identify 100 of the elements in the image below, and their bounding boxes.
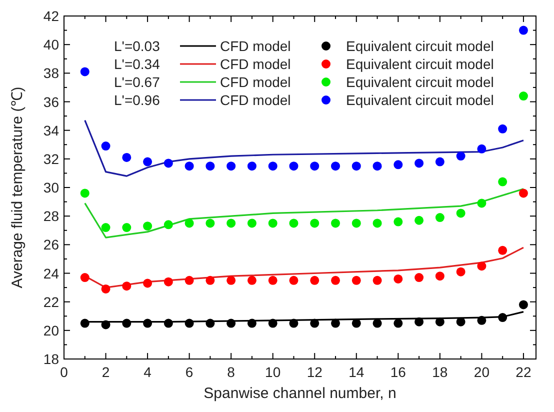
x-tick-label: 2 xyxy=(102,364,110,380)
point xyxy=(414,158,424,168)
point xyxy=(331,318,340,328)
point xyxy=(80,318,90,328)
point xyxy=(226,162,236,171)
point xyxy=(268,276,278,285)
point xyxy=(122,152,132,162)
point xyxy=(80,67,90,76)
point xyxy=(143,157,152,166)
x-axis-title: Spanwise channel number, n xyxy=(204,385,396,402)
y-tick-label: 18 xyxy=(43,351,60,367)
point xyxy=(268,162,278,171)
y-tick-label: 26 xyxy=(43,236,60,253)
x-tick-label: 22 xyxy=(516,364,532,380)
point xyxy=(498,177,508,186)
point xyxy=(518,26,528,35)
point xyxy=(184,276,194,285)
y-tick-label: 30 xyxy=(43,180,60,196)
point xyxy=(331,276,340,285)
legend-label: CFD model xyxy=(220,56,291,72)
point xyxy=(289,318,298,328)
point xyxy=(372,276,382,285)
point xyxy=(414,317,424,326)
point xyxy=(289,276,298,285)
point xyxy=(310,162,320,171)
point xyxy=(80,273,90,282)
legend-label: Equivalent circuit model xyxy=(346,92,494,108)
annotation: L'=0.03 xyxy=(114,38,160,54)
point xyxy=(247,276,256,285)
point xyxy=(435,317,444,326)
x-tick-label: 0 xyxy=(60,364,68,380)
point xyxy=(247,162,256,171)
point xyxy=(477,262,486,271)
point xyxy=(372,218,382,228)
point xyxy=(101,142,110,151)
point xyxy=(372,162,382,171)
point xyxy=(352,276,361,285)
point xyxy=(435,272,444,281)
point xyxy=(477,316,486,325)
legend-label: Equivalent circuit model xyxy=(346,56,494,72)
point xyxy=(164,318,173,328)
point xyxy=(352,218,361,228)
point xyxy=(498,246,508,255)
point xyxy=(352,162,361,171)
point xyxy=(435,157,444,166)
point xyxy=(310,218,320,228)
y-tick-label: 28 xyxy=(43,208,60,224)
point xyxy=(456,208,466,218)
point xyxy=(164,277,173,286)
point xyxy=(372,318,382,328)
point xyxy=(331,218,340,228)
point xyxy=(101,284,110,294)
annotation: L'=0.96 xyxy=(114,92,160,108)
x-tick-label: 14 xyxy=(348,364,364,380)
point xyxy=(456,317,466,326)
y-tick-label: 24 xyxy=(43,265,60,282)
point xyxy=(143,318,152,328)
x-tick-label: 18 xyxy=(432,364,448,380)
point xyxy=(498,124,508,134)
annotation: L'=0.67 xyxy=(114,74,160,90)
point xyxy=(331,162,340,171)
point xyxy=(206,276,215,285)
legend-label: CFD model xyxy=(220,92,291,108)
point xyxy=(394,217,403,226)
point xyxy=(184,162,194,171)
point xyxy=(226,276,236,285)
y-axis-title: Average fluid temperature (℃) xyxy=(9,86,26,288)
point xyxy=(226,318,236,328)
point xyxy=(101,223,110,232)
point xyxy=(164,158,173,168)
point xyxy=(101,320,110,330)
legend-label: Equivalent circuit model xyxy=(346,74,494,90)
y-tick-label: 20 xyxy=(43,322,60,338)
y-tick-label: 34 xyxy=(43,122,60,138)
point xyxy=(164,220,173,230)
y-tick-label: 38 xyxy=(43,65,60,82)
point xyxy=(518,92,528,101)
point xyxy=(247,318,256,328)
point xyxy=(477,198,486,208)
point xyxy=(477,144,486,154)
point xyxy=(122,282,132,291)
x-tick-label: 8 xyxy=(227,364,236,380)
legend-label: CFD model xyxy=(220,38,291,54)
point xyxy=(394,160,403,170)
point xyxy=(518,188,528,198)
point xyxy=(184,218,194,228)
point xyxy=(206,218,215,228)
point xyxy=(122,318,132,328)
line-series xyxy=(84,120,524,177)
point xyxy=(310,276,320,285)
point xyxy=(247,218,256,228)
point xyxy=(456,152,466,161)
point xyxy=(414,273,424,282)
x-tick-label: 6 xyxy=(185,364,194,380)
point xyxy=(435,213,444,222)
point xyxy=(268,318,278,328)
point xyxy=(80,188,90,198)
point xyxy=(143,278,152,288)
point xyxy=(143,222,152,231)
point xyxy=(184,318,194,328)
